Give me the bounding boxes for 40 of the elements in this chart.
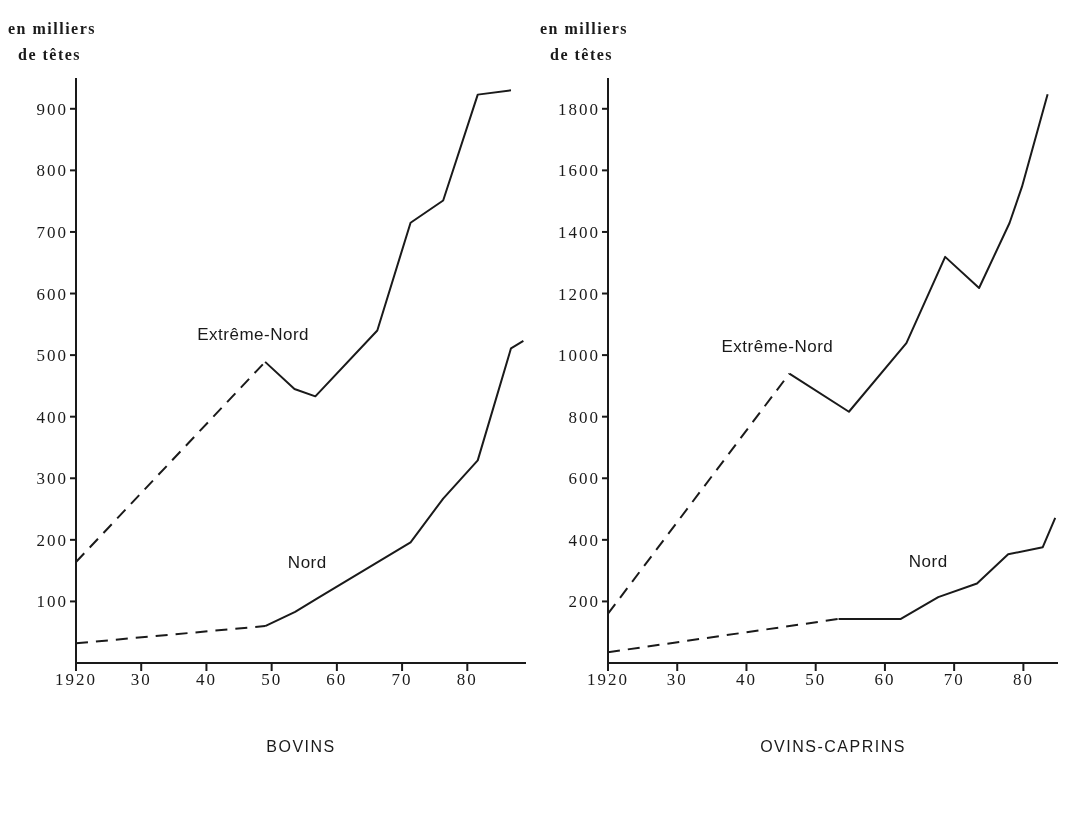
y-tick-label: 1600 <box>558 161 600 181</box>
y-tick-label: 100 <box>36 592 68 612</box>
series-label: Nord <box>908 552 948 572</box>
y-tick-label: 1800 <box>558 99 600 119</box>
y-tick-label: 800 <box>36 161 68 181</box>
y-tick-label: 900 <box>36 99 68 119</box>
y-tick-label: 1000 <box>558 346 600 366</box>
y-tick-label: 600 <box>568 469 600 489</box>
x-tick-label: 70 <box>391 670 413 690</box>
y-tick-label: 800 <box>568 407 600 427</box>
y-tick-label: 1400 <box>558 222 600 242</box>
y-tick-label: 200 <box>36 530 68 550</box>
y-axis-title: en milliers de têtes <box>8 19 97 65</box>
y-axis-title: en milliers de têtes <box>540 19 629 65</box>
x-tick-label: 1920 <box>55 670 97 690</box>
x-tick-label: 60 <box>326 670 348 690</box>
x-tick-label: 60 <box>874 670 896 690</box>
y-tick-label: 400 <box>568 530 600 550</box>
text: OVINS-CAPRINS <box>759 738 907 756</box>
x-tick-label: 30 <box>666 670 688 690</box>
x-tick-label: 50 <box>805 670 827 690</box>
x-tick-label: 1920 <box>587 670 629 690</box>
y-tick-label: 1200 <box>558 284 600 304</box>
series-label: Nord <box>287 553 327 573</box>
y-tick-label: 700 <box>36 222 68 242</box>
y-tick-label: 400 <box>36 407 68 427</box>
x-tick-label: 40 <box>735 670 757 690</box>
text: BOVINS <box>265 738 337 756</box>
x-tick-label: 80 <box>1012 670 1034 690</box>
x-tick-label: 70 <box>943 670 965 690</box>
x-tick-label: 30 <box>130 670 152 690</box>
y-tick-label: 500 <box>36 346 68 366</box>
x-tick-label: 50 <box>261 670 283 690</box>
x-tick-label: 40 <box>195 670 217 690</box>
x-tick-label: 80 <box>456 670 478 690</box>
y-tick-label: 600 <box>36 284 68 304</box>
series-label: Extrême-Nord <box>721 336 834 356</box>
series-label: Extrême-Nord <box>197 324 310 344</box>
y-tick-label: 300 <box>36 469 68 489</box>
y-tick-label: 200 <box>568 592 600 612</box>
